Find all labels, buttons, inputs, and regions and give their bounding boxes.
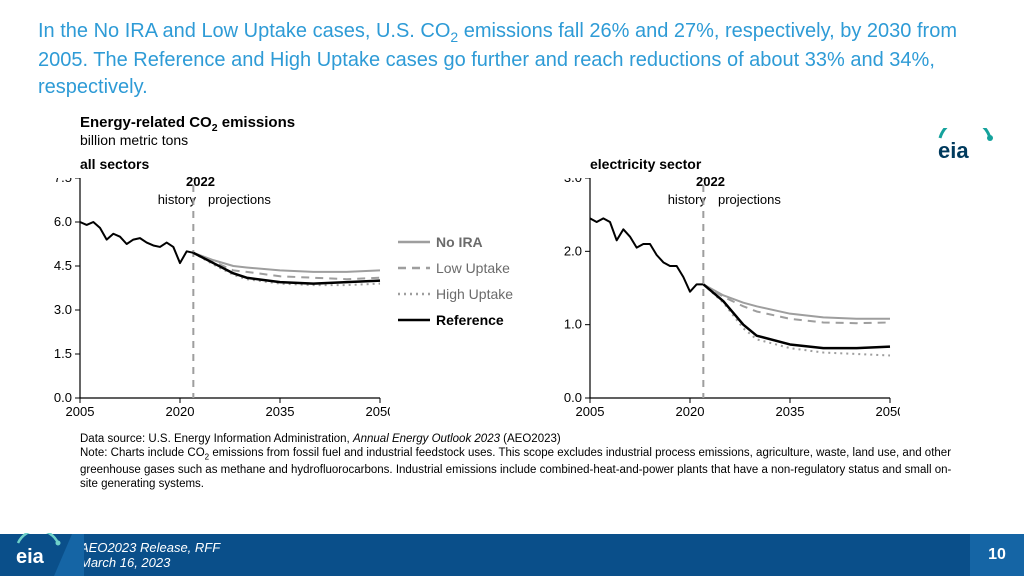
svg-text:3.0: 3.0 xyxy=(564,178,582,185)
svg-text:2035: 2035 xyxy=(266,404,295,419)
svg-text:2050: 2050 xyxy=(366,404,390,419)
legend-item: High Uptake xyxy=(398,286,513,302)
left-panel-label: all sectors xyxy=(80,156,149,172)
chart-subtitle: billion metric tons xyxy=(80,132,188,148)
svg-text:1.5: 1.5 xyxy=(54,346,72,361)
source-note: Data source: U.S. Energy Information Adm… xyxy=(80,432,960,491)
legend-item: No IRA xyxy=(398,234,513,250)
svg-text:eia: eia xyxy=(16,546,45,567)
svg-text:7.5: 7.5 xyxy=(54,178,72,185)
footer-eia-logo-icon: eia xyxy=(14,533,66,572)
legend-label: High Uptake xyxy=(436,286,513,302)
footer-text: AEO2023 Release, RFFMarch 16, 2023 xyxy=(0,534,970,576)
svg-text:eia: eia xyxy=(938,138,969,162)
svg-text:2035: 2035 xyxy=(776,404,805,419)
legend-label: Reference xyxy=(436,312,504,328)
svg-text:2020: 2020 xyxy=(676,404,705,419)
svg-text:2020: 2020 xyxy=(166,404,195,419)
right-panel-label: electricity sector xyxy=(590,156,701,172)
svg-text:2005: 2005 xyxy=(66,404,95,419)
svg-text:4.5: 4.5 xyxy=(54,258,72,273)
page-number: 10 xyxy=(970,534,1024,576)
svg-text:3.0: 3.0 xyxy=(54,302,72,317)
chart-legend: No IRA Low Uptake High Uptake Reference xyxy=(398,234,513,338)
legend-label: No IRA xyxy=(436,234,483,250)
all-sectors-chart: 0.0 1.5 3.0 4.5 6.0 7.5 2005 2020 2035 2050 xyxy=(40,178,390,428)
chart-title: Energy-related CO2 emissions xyxy=(80,114,295,134)
legend-item: Low Uptake xyxy=(398,260,513,276)
svg-text:0.0: 0.0 xyxy=(564,390,582,405)
footer-bar: AEO2023 Release, RFFMarch 16, 2023 10 xyxy=(0,534,1024,576)
svg-text:0.0: 0.0 xyxy=(54,390,72,405)
legend-item: Reference xyxy=(398,312,513,328)
svg-text:6.0: 6.0 xyxy=(54,214,72,229)
headline-text: In the No IRA and Low Uptake cases, U.S.… xyxy=(38,18,958,101)
eia-logo-icon: eia xyxy=(932,128,998,167)
electricity-sector-chart: 0.0 1.0 2.0 3.0 2005 2020 2035 2050 xyxy=(550,178,900,428)
svg-text:2.0: 2.0 xyxy=(564,243,582,258)
svg-text:1.0: 1.0 xyxy=(564,317,582,332)
svg-text:2050: 2050 xyxy=(876,404,900,419)
svg-text:2005: 2005 xyxy=(576,404,605,419)
legend-label: Low Uptake xyxy=(436,260,510,276)
